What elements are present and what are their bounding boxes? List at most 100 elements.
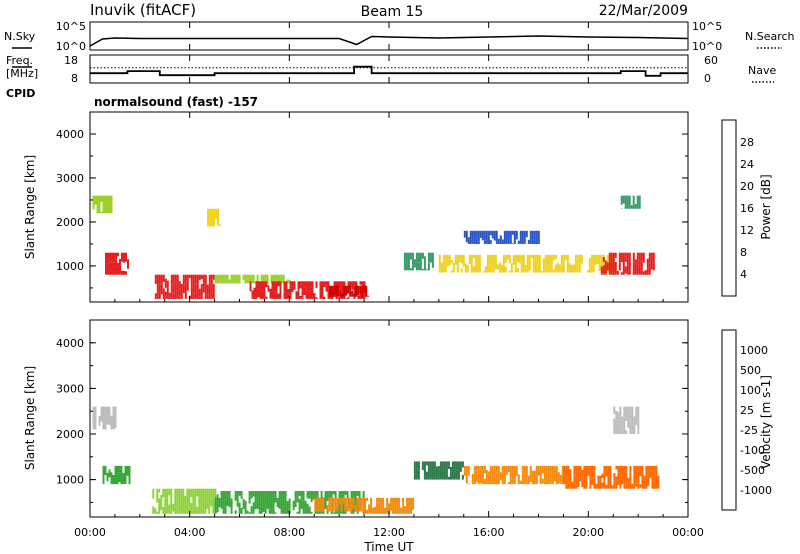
range-cell bbox=[492, 254, 495, 264]
range-cell bbox=[628, 252, 631, 262]
range-cell bbox=[606, 262, 609, 271]
range-cell bbox=[522, 254, 525, 264]
range-cell bbox=[440, 262, 443, 273]
range-cell bbox=[585, 483, 588, 489]
range-cell bbox=[445, 461, 448, 470]
range-cell bbox=[508, 254, 511, 260]
range-cell bbox=[162, 274, 165, 282]
range-cell bbox=[350, 503, 353, 512]
range-cell bbox=[342, 491, 345, 497]
range-cell bbox=[515, 465, 518, 476]
range-cell bbox=[574, 254, 577, 263]
range-cell bbox=[476, 254, 479, 264]
range-cell bbox=[162, 288, 165, 297]
range-cell bbox=[154, 508, 157, 514]
range-cell bbox=[637, 422, 640, 431]
range-cell bbox=[370, 497, 373, 507]
range-cell bbox=[192, 488, 195, 494]
range-cell bbox=[561, 465, 564, 476]
range-cell bbox=[204, 497, 207, 504]
range-cell bbox=[110, 211, 113, 214]
range-cell bbox=[208, 506, 211, 514]
range-cell bbox=[338, 509, 341, 514]
range-cell bbox=[261, 291, 264, 299]
range-cell bbox=[488, 254, 491, 265]
range-cell bbox=[291, 281, 294, 287]
range-cell bbox=[444, 264, 447, 273]
range-cell bbox=[615, 415, 618, 420]
range-cell bbox=[485, 239, 488, 244]
power-cells bbox=[92, 195, 655, 299]
range-cell bbox=[158, 284, 161, 293]
range-cell bbox=[455, 461, 458, 471]
range-cell bbox=[209, 220, 212, 227]
colorbar-tick-label: 28 bbox=[740, 136, 754, 149]
range-cell bbox=[277, 293, 280, 299]
range-cell bbox=[605, 465, 608, 472]
range-cell bbox=[279, 297, 282, 299]
range-cell bbox=[158, 292, 161, 299]
range-cell bbox=[473, 239, 476, 244]
range-cell bbox=[516, 268, 519, 273]
range-cell bbox=[657, 475, 660, 486]
range-cell bbox=[577, 482, 580, 487]
range-cell bbox=[497, 469, 500, 478]
range-cell bbox=[459, 464, 462, 472]
range-cell bbox=[555, 477, 558, 485]
range-cell bbox=[214, 488, 217, 496]
range-cell bbox=[206, 294, 209, 299]
range-cell bbox=[529, 478, 532, 482]
range-cell bbox=[268, 509, 271, 514]
range-cell bbox=[250, 506, 253, 514]
range-cell bbox=[619, 432, 622, 434]
range-cell bbox=[355, 295, 358, 297]
range-cell bbox=[318, 503, 321, 508]
range-cell bbox=[358, 507, 361, 512]
range-cell bbox=[278, 274, 281, 283]
range-cell bbox=[590, 254, 593, 262]
range-cell bbox=[176, 277, 179, 287]
range-cell bbox=[362, 510, 365, 514]
range-cell bbox=[232, 274, 235, 283]
range-cell bbox=[615, 411, 618, 415]
range-cell bbox=[296, 491, 299, 496]
range-cell bbox=[577, 474, 580, 483]
range-cell bbox=[337, 281, 340, 286]
range-cell bbox=[102, 406, 105, 410]
range-cell bbox=[529, 230, 532, 241]
range-cell bbox=[537, 230, 540, 238]
range-cell bbox=[360, 506, 363, 512]
range-cell bbox=[624, 266, 627, 271]
range-cell bbox=[222, 274, 225, 284]
range-cell bbox=[622, 266, 625, 275]
range-cell bbox=[119, 266, 121, 273]
range-cell bbox=[423, 264, 426, 271]
range-cell bbox=[637, 413, 640, 423]
range-cell bbox=[637, 481, 640, 489]
range-cell bbox=[406, 507, 409, 514]
range-cell bbox=[482, 271, 485, 273]
range-cell bbox=[606, 254, 609, 265]
range-cell bbox=[105, 260, 107, 267]
range-cell bbox=[585, 475, 588, 484]
range-cell bbox=[367, 295, 370, 297]
range-cell bbox=[238, 274, 241, 283]
range-cell bbox=[176, 295, 179, 299]
range-cell bbox=[347, 285, 350, 294]
range-cell bbox=[166, 488, 169, 498]
range-cell bbox=[533, 474, 536, 483]
range-cell bbox=[111, 262, 113, 271]
range-cell bbox=[454, 254, 457, 265]
range-cell bbox=[563, 475, 566, 485]
range-cell bbox=[651, 470, 654, 475]
range-cell bbox=[466, 264, 469, 273]
range-cell bbox=[517, 240, 520, 244]
range-cell bbox=[507, 230, 510, 241]
range-cell bbox=[279, 286, 282, 290]
range-cell bbox=[303, 287, 306, 295]
range-cell bbox=[212, 498, 215, 509]
range-cell bbox=[619, 474, 622, 484]
range-cell bbox=[200, 295, 203, 299]
range-cell bbox=[194, 274, 197, 285]
range-cell bbox=[511, 243, 514, 244]
